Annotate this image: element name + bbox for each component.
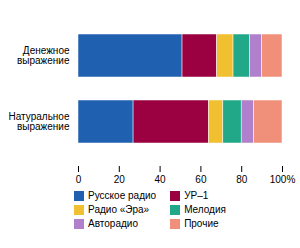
svg-text:0: 0	[76, 174, 82, 185]
html-text:Мелодия: Мелодия	[184, 204, 226, 215]
svg-text:40: 40	[155, 174, 167, 185]
html-text:Радио «Эра»: Радио «Эра»	[88, 204, 150, 215]
svg-text:80: 80	[236, 174, 248, 185]
svg-text:60: 60	[195, 174, 207, 185]
html-text:Русское радио: Русское радио	[88, 190, 157, 201]
svg-text:Денежноевыражение: Денежноевыражение	[17, 45, 70, 66]
html-text:Авторадио: Авторадио	[88, 218, 138, 229]
svg-text:20: 20	[114, 174, 126, 185]
html-text:УР–1: УР–1	[184, 190, 209, 201]
svg-text:100%: 100%	[270, 174, 296, 185]
html-text:Прочие: Прочие	[184, 218, 219, 229]
svg-text:Натуральноевыражение: Натуральноевыражение	[9, 111, 70, 132]
